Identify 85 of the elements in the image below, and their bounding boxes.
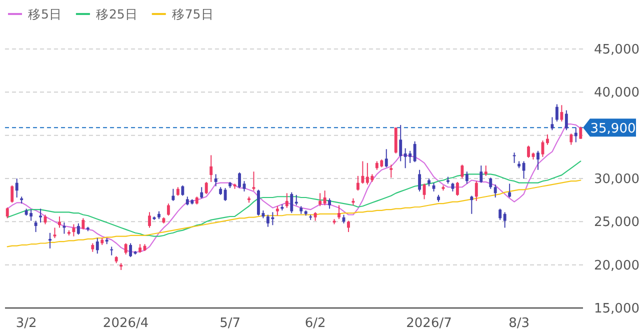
candlestick xyxy=(564,110,568,131)
candlestick xyxy=(39,208,42,224)
legend-label: 移25日 xyxy=(96,6,138,22)
legend-label: 移5日 xyxy=(28,6,62,22)
candlestick xyxy=(252,171,256,192)
candlestick xyxy=(356,175,360,192)
candlestick xyxy=(285,192,288,208)
candlestick xyxy=(82,218,85,230)
candlestick xyxy=(6,206,9,219)
candlestick xyxy=(318,192,322,207)
candlestick xyxy=(242,180,246,192)
candlestick xyxy=(474,180,478,202)
candlestick xyxy=(58,216,61,228)
candlestick xyxy=(470,195,474,214)
candlestick xyxy=(418,169,422,192)
candlestick xyxy=(512,152,516,164)
candlestick xyxy=(110,246,114,256)
candlestick xyxy=(294,194,298,206)
candlestick xyxy=(53,227,56,239)
candlestick xyxy=(276,206,279,216)
x-tick-label: 6/2 xyxy=(304,316,326,331)
x-tick-label: 2026/4 xyxy=(102,316,149,331)
candlestick xyxy=(224,187,227,202)
candlestick xyxy=(570,133,573,146)
y-tick-label: 15,000 xyxy=(594,302,640,316)
candlestick xyxy=(456,181,459,196)
line-series xyxy=(6,180,582,248)
candlestick xyxy=(323,190,326,206)
candlestick xyxy=(290,192,294,214)
candlestick xyxy=(166,203,170,216)
candlestick xyxy=(550,116,554,131)
candlestick xyxy=(96,238,99,254)
candlestick xyxy=(15,178,18,198)
line-series xyxy=(6,160,582,237)
candlestick xyxy=(560,104,564,122)
candlestick xyxy=(399,124,402,162)
candlestick xyxy=(422,183,426,200)
y-tick-label: 20,000 xyxy=(594,258,640,274)
candlestick xyxy=(465,171,468,184)
candlestick xyxy=(129,242,132,258)
candlestick xyxy=(328,198,331,210)
candlestick xyxy=(546,134,549,146)
candlestick xyxy=(181,184,184,196)
candlestick xyxy=(148,212,151,228)
x-tick-label: 5/7 xyxy=(220,316,240,331)
candlestick xyxy=(390,164,393,178)
candlestick xyxy=(214,174,218,187)
candlestick xyxy=(527,145,530,158)
candlestick xyxy=(361,160,364,184)
y-tick-label: 40,000 xyxy=(594,86,640,101)
candlestick xyxy=(574,127,578,143)
candlestick xyxy=(172,188,175,202)
candlestick xyxy=(124,242,128,255)
x-tick-label: 8/3 xyxy=(508,316,530,331)
x-tick-label: 2026/7 xyxy=(406,316,452,331)
candlestick xyxy=(338,204,340,220)
candlestick xyxy=(76,222,80,236)
candlestick xyxy=(204,181,208,195)
candlestick xyxy=(210,154,213,182)
candlestick xyxy=(508,183,512,198)
candlestick xyxy=(579,126,582,140)
candlestick xyxy=(503,212,506,228)
candlestick xyxy=(238,172,241,188)
candlestick xyxy=(460,164,464,179)
candlestick xyxy=(72,224,76,237)
candlestick xyxy=(200,186,204,199)
x-tick-label: 3/2 xyxy=(16,316,37,331)
y-tick-label: 25,000 xyxy=(594,215,640,230)
candlestick xyxy=(347,220,350,233)
candlestick xyxy=(34,220,38,233)
candlestick xyxy=(494,184,497,198)
candlestick xyxy=(484,165,488,176)
candlestick xyxy=(498,208,502,220)
candlestick xyxy=(48,232,52,249)
candlestick xyxy=(536,150,540,170)
legend-label: 移75日 xyxy=(172,6,214,22)
candlestick xyxy=(555,104,558,122)
candlestick xyxy=(10,184,14,204)
y-tick-label: 30,000 xyxy=(594,172,640,187)
y-tick-label: 45,000 xyxy=(594,42,640,58)
ref-line-label: 35,900 xyxy=(590,122,636,137)
candlestick xyxy=(413,140,416,163)
candlestick xyxy=(384,148,388,168)
candlestick xyxy=(480,165,483,184)
candlestick xyxy=(489,177,492,190)
